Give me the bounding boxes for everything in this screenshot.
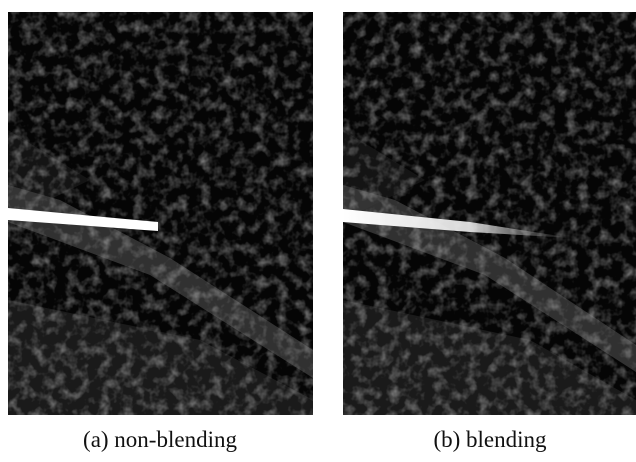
caption: (a) non-blending (83, 427, 237, 452)
panel-image (343, 12, 636, 415)
figure: (a) non-blending (b) blending (0, 0, 636, 462)
panel-image (8, 12, 313, 415)
caption: (b) blending (433, 427, 547, 452)
